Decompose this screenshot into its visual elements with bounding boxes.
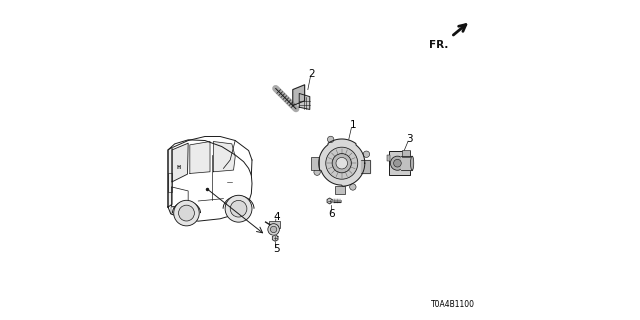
- Circle shape: [173, 200, 199, 226]
- Polygon shape: [168, 147, 172, 207]
- Circle shape: [179, 205, 195, 221]
- Circle shape: [336, 157, 348, 169]
- FancyBboxPatch shape: [335, 186, 345, 194]
- Polygon shape: [213, 141, 236, 172]
- Bar: [172, 207, 183, 214]
- Polygon shape: [273, 235, 278, 241]
- FancyBboxPatch shape: [269, 221, 280, 228]
- Polygon shape: [172, 143, 188, 182]
- Text: T0A4B1100: T0A4B1100: [431, 300, 475, 309]
- Polygon shape: [190, 141, 210, 173]
- Circle shape: [268, 224, 280, 235]
- Polygon shape: [300, 93, 310, 109]
- Polygon shape: [292, 85, 305, 106]
- Polygon shape: [362, 160, 370, 173]
- Text: 5: 5: [273, 244, 280, 254]
- FancyBboxPatch shape: [311, 157, 319, 170]
- Text: H: H: [177, 165, 181, 170]
- FancyBboxPatch shape: [388, 151, 410, 175]
- Circle shape: [326, 147, 358, 179]
- Circle shape: [328, 136, 334, 143]
- Polygon shape: [401, 156, 412, 170]
- Circle shape: [390, 156, 404, 170]
- Circle shape: [271, 226, 277, 233]
- Circle shape: [225, 195, 252, 222]
- Text: 3: 3: [406, 134, 413, 144]
- Bar: [168, 173, 172, 192]
- Circle shape: [394, 159, 401, 167]
- Text: 4: 4: [273, 212, 280, 222]
- FancyBboxPatch shape: [387, 155, 390, 161]
- Circle shape: [230, 200, 247, 217]
- Text: 6: 6: [328, 209, 335, 219]
- Circle shape: [314, 169, 320, 175]
- Ellipse shape: [411, 156, 414, 170]
- Circle shape: [332, 154, 351, 173]
- Polygon shape: [319, 139, 365, 186]
- Polygon shape: [327, 198, 332, 204]
- Text: 1: 1: [349, 120, 356, 131]
- FancyBboxPatch shape: [403, 150, 410, 157]
- Text: FR.: FR.: [429, 40, 448, 50]
- Text: 2: 2: [308, 69, 316, 79]
- Circle shape: [364, 151, 370, 157]
- Circle shape: [349, 184, 356, 190]
